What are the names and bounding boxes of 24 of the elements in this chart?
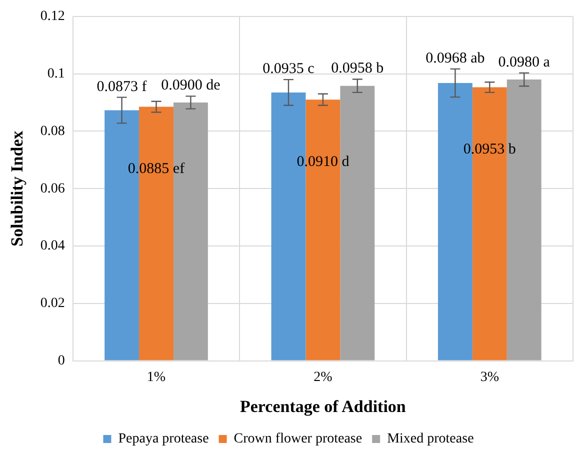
legend-label: Pepaya protease [118,432,209,447]
legend-label: Crown flower protease [234,432,362,447]
y-axis-title: Solubility Index [8,130,27,246]
y-tick-label: 0 [58,353,65,368]
data-label: 0.0968 ab [426,50,485,66]
y-tick-label: 0.12 [40,9,65,24]
x-tick-label: 2% [314,370,333,385]
x-tick-label: 3% [480,370,500,385]
data-label: 0.0980 a [498,54,550,70]
data-label: 0.0935 c [262,60,315,77]
y-tick-label: 0.06 [40,181,65,196]
y-tick-label: 0.04 [40,238,65,254]
y-tick-label: 0.08 [40,124,65,139]
data-label: 0.0873 f [96,78,147,95]
legend-label: Mixed protease [387,432,474,447]
x-tick-label: 1% [146,370,166,385]
bar [506,80,542,360]
y-tick-label: 0.1 [47,66,65,82]
y-tick-label: 0.02 [40,296,65,312]
x-axis-title: Percentage of Addition [240,397,406,416]
data-label: 0.0900 de [161,78,221,94]
bar [173,102,208,360]
bar [340,86,375,360]
data-label: 0.0958 b [331,60,384,77]
